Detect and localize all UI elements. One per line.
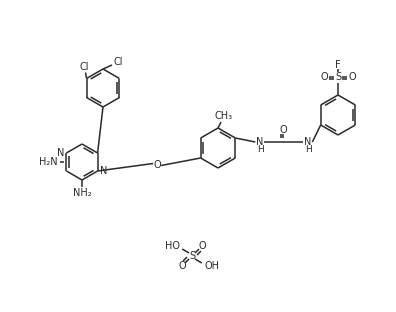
Text: H: H xyxy=(257,145,264,154)
Text: O: O xyxy=(153,159,161,169)
Text: NH₂: NH₂ xyxy=(73,188,91,198)
Text: F: F xyxy=(335,60,341,70)
Text: OH: OH xyxy=(204,261,219,271)
Text: O: O xyxy=(198,241,206,251)
Text: Cl: Cl xyxy=(80,62,89,72)
Text: CH₃: CH₃ xyxy=(215,111,233,121)
Text: O: O xyxy=(280,125,287,135)
Text: Cl: Cl xyxy=(113,57,123,67)
Text: H₂N: H₂N xyxy=(39,157,57,167)
Text: N: N xyxy=(304,137,311,147)
Text: S: S xyxy=(189,251,195,261)
Text: O: O xyxy=(320,72,328,82)
Text: N: N xyxy=(256,137,263,147)
Text: N: N xyxy=(57,148,65,158)
Text: H: H xyxy=(305,145,312,154)
Text: N: N xyxy=(99,166,107,176)
Text: HO: HO xyxy=(164,241,179,251)
Text: O: O xyxy=(178,261,186,271)
Text: O: O xyxy=(348,72,356,82)
Text: S: S xyxy=(335,72,341,82)
